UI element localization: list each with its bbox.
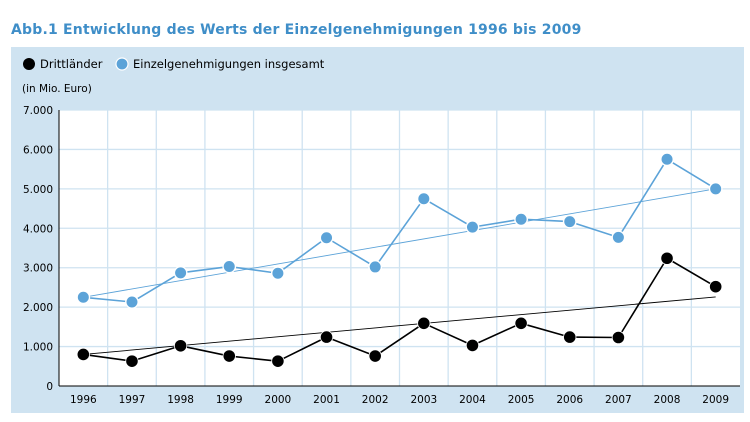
point-drittlaender-1997 — [125, 354, 139, 368]
x-tick-label-1996: 1996 — [70, 394, 97, 406]
point-drittlaender-1998 — [174, 339, 188, 353]
point-insgesamt-1998 — [173, 265, 188, 280]
point-insgesamt-2000 — [270, 266, 285, 281]
trend-line-drittlaender — [83, 296, 716, 355]
x-tick-label-2003: 2003 — [410, 394, 437, 406]
point-drittlaender-2003 — [417, 316, 431, 330]
line-chart: Drittländer Einzelgenehmigungen insgesam… — [22, 57, 740, 406]
point-insgesamt-2002 — [368, 260, 383, 274]
x-tick-label-2002: 2002 — [362, 394, 389, 406]
y-tick-label-7: 7.000 — [23, 105, 53, 117]
point-drittlaender-1999 — [222, 349, 236, 363]
series-line-drittlaender — [83, 257, 717, 362]
point-insgesamt-2001 — [319, 230, 334, 245]
y-tick-label-3: 3.000 — [23, 263, 53, 275]
point-drittlaender-1996 — [76, 347, 90, 362]
x-tick-label-2008: 2008 — [654, 394, 681, 406]
y-tick-label-2: 2.000 — [23, 302, 53, 314]
x-tick-label-1999: 1999 — [216, 394, 243, 406]
point-insgesamt-1999 — [222, 259, 237, 274]
legend-marker-drittlaender — [23, 58, 35, 70]
y-tick-label-4: 4.000 — [23, 223, 53, 235]
legend-marker-insgesamt — [115, 57, 129, 71]
y-tick-label-1: 1.000 — [23, 342, 53, 354]
legend-label-insgesamt: Einzelgenehmigungen insgesamt — [133, 57, 325, 71]
point-insgesamt-2006 — [562, 214, 577, 229]
trend-line-insgesamt — [83, 188, 716, 298]
point-insgesamt-1997 — [125, 295, 139, 309]
point-insgesamt-2007 — [611, 230, 626, 245]
point-insgesamt-2004 — [465, 220, 480, 235]
legend-label-drittlaender: Drittländer — [40, 57, 103, 71]
unit-label: (in Mio. Euro) — [22, 83, 92, 95]
point-insgesamt-1996 — [76, 290, 91, 305]
point-drittlaender-2008 — [660, 251, 674, 265]
x-tick-label-2005: 2005 — [508, 394, 535, 406]
point-insgesamt-2003 — [416, 191, 431, 206]
x-tick-label-2009: 2009 — [702, 394, 729, 406]
y-tick-label-0: 0 — [46, 381, 53, 393]
point-insgesamt-2005 — [514, 212, 529, 227]
point-drittlaender-2000 — [271, 354, 285, 368]
x-tick-label-1997: 1997 — [119, 394, 146, 406]
point-drittlaender-2009 — [709, 280, 723, 294]
chart-panel: Drittländer Einzelgenehmigungen insgesam… — [11, 47, 744, 413]
point-drittlaender-2001 — [319, 330, 334, 344]
x-tick-label-2006: 2006 — [556, 394, 583, 406]
x-tick-label-2001: 2001 — [313, 394, 340, 406]
plot-area: 0 1.000 2.000 3.000 4.000 5.000 6.000 7.000 1996… — [23, 105, 740, 406]
legend: Drittländer Einzelgenehmigungen insgesam… — [23, 57, 325, 71]
x-tick-label-1998: 1998 — [167, 394, 194, 406]
chart-title: Abb.1 Entwicklung des Werts der Einzelge… — [11, 22, 582, 38]
point-drittlaender-2007 — [611, 330, 625, 345]
point-drittlaender-2006 — [563, 330, 577, 344]
y-tick-label-5: 5.000 — [23, 184, 53, 196]
point-insgesamt-2008 — [660, 152, 674, 167]
x-tick-label-2004: 2004 — [459, 394, 486, 406]
x-tick-label-2007: 2007 — [605, 394, 632, 406]
y-tick-label-6: 6.000 — [23, 144, 53, 156]
point-drittlaender-2005 — [514, 316, 528, 330]
x-tick-label-2000: 2000 — [265, 394, 292, 406]
point-drittlaender-2002 — [368, 349, 382, 363]
point-drittlaender-2004 — [465, 338, 480, 352]
point-insgesamt-2009 — [708, 181, 723, 196]
series-line-insgesamt — [83, 158, 717, 303]
